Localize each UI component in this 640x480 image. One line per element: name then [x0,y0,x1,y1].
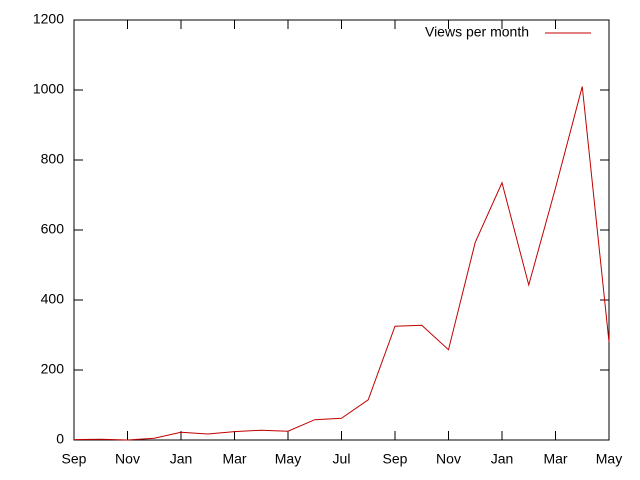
x-tick-label: Nov [115,451,140,467]
x-tick-label: May [275,451,301,467]
x-tick-label: Mar [543,451,567,467]
y-tick-label: 600 [41,221,65,237]
plot-border [73,19,610,441]
x-tick-label: Sep [383,451,408,467]
y-tick-label: 1200 [33,11,64,27]
x-tick-label: May [596,451,622,467]
y-tick-label: 1000 [33,81,64,97]
x-tick-label: Nov [436,451,461,467]
y-tick-label: 0 [56,431,64,447]
x-tick-label: Mar [222,451,246,467]
x-tick-label: Jan [491,451,514,467]
data-line [73,86,610,441]
y-tick-label: 200 [41,361,65,377]
x-tick-label: Sep [62,451,87,467]
legend-label: Views per month [425,24,529,40]
y-tick-label: 400 [41,291,65,307]
y-tick-label: 800 [41,151,65,167]
x-tick-label: Jul [333,451,351,467]
x-tick-label: Jan [170,451,193,467]
